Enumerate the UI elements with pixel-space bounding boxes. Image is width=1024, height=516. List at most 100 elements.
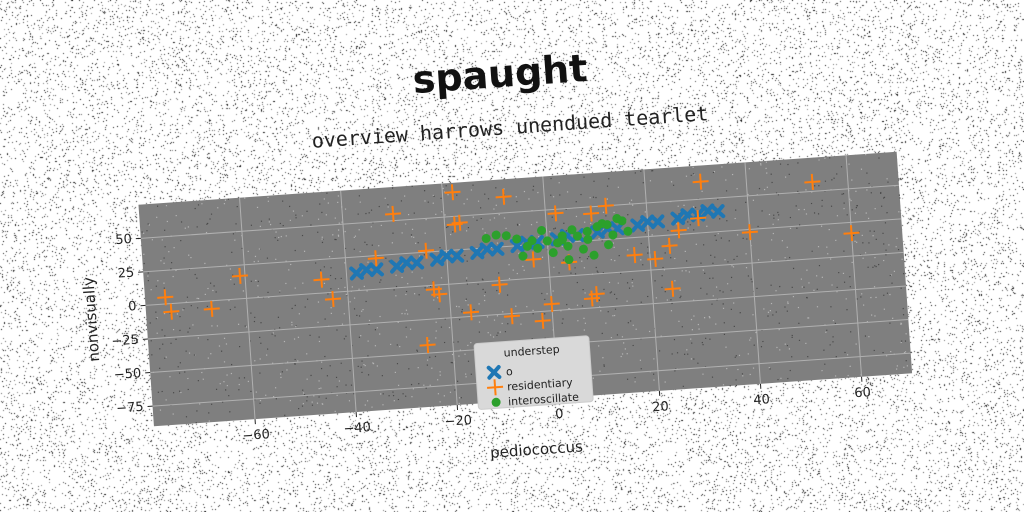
plot-noise-dot	[787, 378, 788, 379]
plot-noise-dot	[336, 386, 337, 387]
plot-noise-dot	[715, 235, 716, 236]
plot-noise-dot	[830, 258, 831, 259]
plot-noise-dot	[328, 202, 329, 203]
plot-noise-dot	[526, 306, 527, 307]
plot-noise-dot	[319, 341, 320, 342]
plot-noise-dot	[866, 212, 867, 213]
plot-noise-dot	[550, 195, 551, 196]
plot-noise-dot	[549, 231, 550, 232]
plot-noise-dot	[749, 168, 750, 169]
plot-noise-dot	[748, 353, 749, 354]
plot-noise-dot	[336, 377, 337, 378]
plot-noise-dot	[499, 214, 500, 215]
plot-noise-dot	[679, 297, 680, 298]
plot-noise-dot	[898, 178, 899, 179]
plot-noise-dot	[735, 209, 736, 210]
plot-noise-dot	[477, 284, 478, 285]
plot-noise-dot	[605, 215, 606, 216]
plot-noise-dot	[812, 251, 813, 252]
plot-noise-dot	[185, 228, 186, 229]
plot-noise-dot	[598, 238, 599, 239]
x-tick-label: 60	[854, 385, 872, 401]
plot-noise-dot	[692, 167, 693, 168]
plot-noise-dot	[173, 276, 174, 277]
plot-noise-dot	[417, 351, 418, 352]
plot-noise-dot	[784, 306, 785, 307]
plot-noise-dot	[861, 169, 862, 170]
plot-noise-dot	[319, 336, 320, 337]
plot-noise-dot	[735, 379, 736, 380]
plot-noise-dot	[869, 230, 870, 231]
plot-noise-dot	[607, 198, 608, 199]
plot-noise-dot	[630, 320, 631, 321]
plot-noise-dot	[773, 215, 774, 216]
plot-noise-dot	[497, 332, 498, 333]
plot-noise-dot	[779, 349, 780, 350]
plot-noise-dot	[868, 183, 869, 184]
plot-noise-dot	[281, 236, 282, 237]
plot-noise-dot	[414, 212, 415, 213]
plot-noise-dot	[392, 233, 393, 234]
plot-noise-dot	[587, 258, 588, 259]
plot-noise-dot	[683, 205, 684, 206]
plot-noise-dot	[230, 309, 231, 310]
plot-noise-dot	[484, 300, 485, 301]
plot-noise-dot	[270, 224, 271, 225]
plot-noise-dot	[436, 322, 437, 323]
point-residentiary-stroke	[555, 205, 556, 221]
plot-noise-dot	[655, 390, 656, 391]
point-residentiary-stroke	[634, 247, 635, 263]
plot-noise-dot	[593, 181, 594, 182]
plot-noise-dot	[443, 188, 444, 189]
plot-noise-dot	[324, 198, 325, 199]
plot-noise-dot	[611, 291, 612, 292]
plot-noise-dot	[295, 326, 296, 327]
plot-noise-dot	[260, 226, 261, 227]
plot-noise-dot	[736, 256, 737, 257]
plot-noise-dot	[713, 172, 714, 173]
plot-noise-dot	[310, 375, 311, 376]
plot-noise-dot	[444, 395, 445, 396]
plot-noise-dot	[344, 287, 345, 288]
plot-noise-dot	[412, 271, 413, 272]
plot-noise-dot	[814, 185, 815, 186]
plot-noise-dot	[324, 283, 325, 284]
plot-noise-dot	[228, 300, 229, 301]
plot-noise-dot	[688, 227, 689, 228]
plot-noise-dot	[779, 286, 780, 287]
plot-noise-dot	[191, 305, 192, 306]
plot-noise-dot	[255, 256, 256, 257]
plot-noise-dot	[410, 329, 411, 330]
plot-noise-dot	[299, 313, 300, 314]
plot-noise-dot	[667, 299, 668, 300]
plot-noise-dot	[371, 210, 372, 211]
plot-noise-dot	[830, 306, 831, 307]
plot-noise-dot	[854, 241, 855, 242]
plot-noise-dot	[865, 335, 866, 336]
plot-noise-dot	[628, 322, 629, 323]
plot-noise-dot	[876, 266, 877, 267]
plot-noise-dot	[890, 351, 891, 352]
plot-noise-dot	[330, 288, 331, 289]
plot-noise-dot	[583, 177, 584, 178]
plot-noise-dot	[907, 365, 908, 366]
plot-noise-dot	[789, 174, 790, 175]
plot-noise-dot	[426, 388, 427, 389]
plot-noise-dot	[583, 318, 584, 319]
plot-noise-dot	[824, 158, 825, 159]
plot-noise-dot	[746, 267, 747, 268]
plot-noise-dot	[408, 368, 409, 369]
plot-noise-dot	[170, 343, 171, 344]
plot-noise-dot	[198, 380, 199, 381]
plot-noise-dot	[899, 195, 900, 196]
plot-noise-dot	[874, 231, 875, 232]
plot-noise-dot	[702, 342, 703, 343]
plot-noise-dot	[225, 200, 226, 201]
plot-noise-dot	[700, 263, 701, 264]
plot-noise-dot	[425, 219, 426, 220]
plot-noise-dot	[823, 350, 824, 351]
plot-noise-dot	[464, 255, 465, 256]
plot-noise-dot	[806, 213, 807, 214]
plot-noise-dot	[847, 354, 848, 355]
